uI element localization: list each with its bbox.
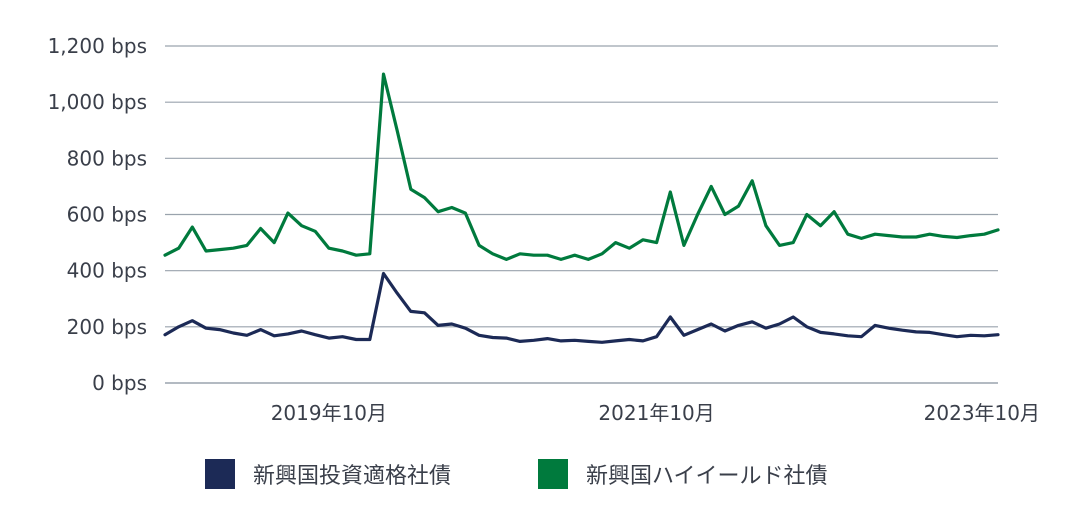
series-lines (163, 72, 1000, 344)
y-tick-label: 200 bps (67, 315, 147, 339)
series-line-ig (163, 271, 1000, 344)
legend-swatch-hy (538, 459, 568, 489)
x-axis-tick-labels: 2019年10月 2021年10月 2023年10月 (271, 401, 1040, 425)
series-line-hy (163, 72, 1000, 261)
y-axis-tick-labels: 0 bps 200 bps 400 bps 600 bps 800 bps 1,000 b… (48, 34, 147, 395)
grid-lines (165, 45, 998, 384)
y-tick-label: 400 bps (67, 259, 147, 283)
x-tick-label: 2019年10月 (271, 401, 387, 425)
y-tick-label: 800 bps (67, 146, 147, 170)
legend-label-ig: 新興国投資適格社債 (253, 464, 452, 489)
y-tick-label: 0 bps (92, 371, 147, 395)
x-tick-label: 2023年10月 (924, 401, 1040, 425)
legend: 新興国投資適格社債 新興国ハイイールド社債 (0, 452, 1076, 496)
legend-swatch-ig (205, 459, 235, 489)
legend-label-hy: 新興国ハイイールド社債 (586, 464, 828, 489)
legend-item-ig: 新興国投資適格社債 (205, 452, 451, 496)
x-tick-label: 2021年10月 (598, 401, 714, 425)
y-tick-label: 1,000 bps (48, 90, 147, 114)
y-tick-label: 1,200 bps (48, 34, 147, 58)
y-tick-label: 600 bps (67, 203, 147, 227)
legend-item-hy: 新興国ハイイールド社債 (538, 452, 828, 496)
